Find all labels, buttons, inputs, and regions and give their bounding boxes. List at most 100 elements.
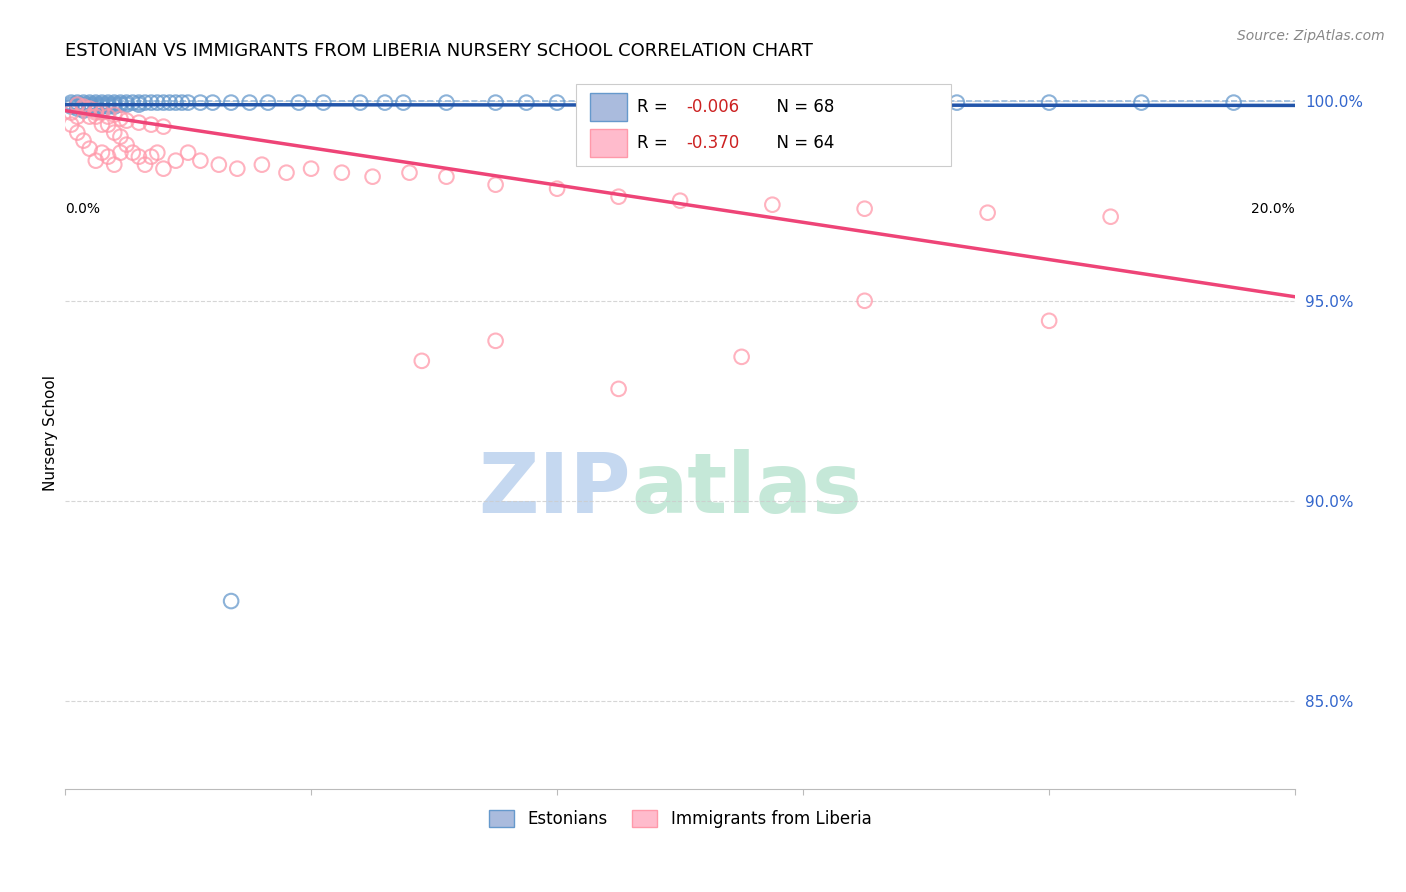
Legend: Estonians, Immigrants from Liberia: Estonians, Immigrants from Liberia	[482, 803, 879, 834]
Point	[79, 97, 101, 112]
Point	[97, 100, 120, 114]
Point	[79, 95, 101, 110]
Point	[484, 334, 506, 348]
Point	[72, 100, 94, 114]
Point	[84, 105, 107, 120]
Point	[79, 102, 101, 116]
Point	[170, 95, 193, 110]
Point	[152, 95, 174, 110]
Point	[1130, 95, 1153, 110]
Point	[110, 95, 132, 110]
Point	[190, 95, 212, 110]
Text: N = 64: N = 64	[766, 134, 835, 152]
Point	[607, 95, 630, 110]
Point	[141, 150, 163, 164]
Text: ZIP: ZIP	[478, 450, 631, 531]
Text: -0.006: -0.006	[686, 98, 740, 116]
Text: R =: R =	[637, 98, 673, 116]
Point	[103, 97, 125, 112]
Point	[226, 161, 249, 176]
Point	[374, 95, 396, 110]
Point	[79, 102, 101, 116]
Point	[66, 110, 89, 124]
Point	[165, 153, 187, 168]
Point	[103, 108, 125, 122]
Point	[392, 95, 415, 110]
Point	[761, 197, 783, 211]
Point	[239, 95, 262, 110]
FancyBboxPatch shape	[591, 93, 627, 121]
Point	[607, 382, 630, 396]
Point	[79, 110, 101, 124]
Point	[121, 145, 143, 160]
Point	[349, 95, 371, 110]
FancyBboxPatch shape	[575, 84, 950, 166]
Point	[853, 202, 876, 216]
Point	[72, 95, 94, 110]
Point	[411, 354, 433, 368]
Point	[72, 134, 94, 148]
Point	[84, 100, 107, 114]
Point	[159, 95, 181, 110]
Point	[60, 100, 83, 114]
Point	[177, 145, 200, 160]
Point	[115, 137, 138, 152]
Point	[97, 118, 120, 132]
Point	[91, 97, 114, 112]
Point	[853, 293, 876, 308]
Point	[115, 113, 138, 128]
Point	[72, 102, 94, 116]
Point	[84, 153, 107, 168]
Point	[115, 95, 138, 110]
Point	[110, 129, 132, 144]
Point	[97, 150, 120, 164]
Point	[128, 95, 150, 110]
Point	[91, 95, 114, 110]
Point	[97, 110, 120, 124]
Point	[84, 95, 107, 110]
Point	[1038, 314, 1060, 328]
Point	[669, 194, 692, 208]
Point	[60, 118, 83, 132]
Point	[1222, 95, 1244, 110]
Point	[84, 110, 107, 124]
Point	[66, 97, 89, 112]
Point	[91, 118, 114, 132]
Point	[288, 95, 311, 110]
Point	[60, 97, 83, 112]
Point	[146, 145, 169, 160]
Point	[66, 126, 89, 140]
Point	[276, 166, 298, 180]
Point	[330, 166, 353, 180]
Point	[91, 145, 114, 160]
Point	[66, 95, 89, 110]
Point	[103, 95, 125, 110]
Point	[110, 145, 132, 160]
Point	[79, 100, 101, 114]
Point	[141, 95, 163, 110]
Text: N = 68: N = 68	[766, 98, 835, 116]
Point	[91, 105, 114, 120]
Point	[121, 95, 143, 110]
Point	[976, 205, 998, 219]
Point	[219, 594, 242, 608]
Point	[146, 95, 169, 110]
Point	[91, 100, 114, 114]
Point	[201, 95, 224, 110]
Text: 0.0%: 0.0%	[65, 202, 100, 216]
Point	[72, 103, 94, 118]
Point	[299, 161, 322, 176]
Point	[103, 126, 125, 140]
Point	[177, 95, 200, 110]
Point	[761, 95, 783, 110]
Point	[853, 95, 876, 110]
Point	[152, 120, 174, 134]
Point	[398, 166, 420, 180]
Text: Source: ZipAtlas.com: Source: ZipAtlas.com	[1237, 29, 1385, 43]
Point	[97, 97, 120, 112]
Point	[434, 169, 457, 184]
Point	[434, 95, 457, 110]
Point	[546, 95, 568, 110]
Point	[72, 100, 94, 114]
Text: R =: R =	[637, 134, 673, 152]
